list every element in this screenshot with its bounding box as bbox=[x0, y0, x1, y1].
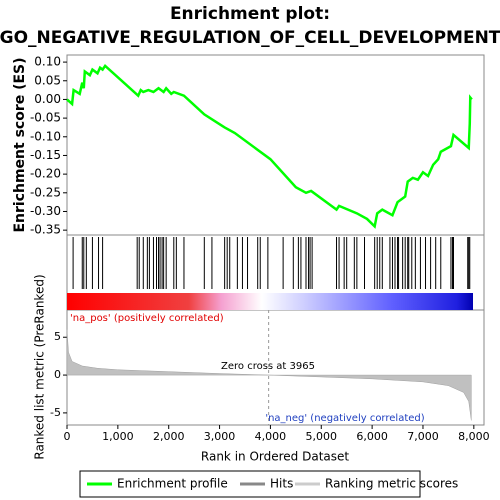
x-tick-label: 4,000 bbox=[255, 430, 287, 443]
y-tick-label: -0.30 bbox=[30, 204, 61, 218]
y-tick-label: -5 bbox=[50, 406, 61, 419]
y-tick-label: 0.00 bbox=[34, 92, 61, 106]
x-axis-label: Rank in Ordered Dataset bbox=[201, 450, 349, 464]
x-tick-label: 3,000 bbox=[204, 430, 236, 443]
x-tick-label: 2,000 bbox=[153, 430, 185, 443]
y-tick-label: -0.35 bbox=[30, 223, 61, 237]
metric-area bbox=[66, 329, 472, 421]
annotation: Zero cross at 3965 bbox=[221, 361, 315, 372]
y-tick-label: -0.25 bbox=[30, 185, 61, 199]
y-tick-label: -0.15 bbox=[30, 148, 61, 162]
chart-title: Enrichment plot: bbox=[170, 4, 330, 24]
x-tick-label: 1,000 bbox=[102, 430, 134, 443]
y-tick-label: -0.20 bbox=[30, 167, 61, 181]
x-tick-label: 8,000 bbox=[458, 430, 490, 443]
legend-label: Hits bbox=[270, 477, 293, 491]
y-tick-label: -0.05 bbox=[30, 111, 61, 125]
annotation: 'na_neg' (negatively correlated) bbox=[265, 413, 424, 424]
chart-subtitle: GO_NEGATIVE_REGULATION_OF_CELL_DEVELOPME… bbox=[0, 28, 500, 48]
y-tick-label: 0 bbox=[54, 368, 61, 381]
legend-label: Ranking metric scores bbox=[325, 477, 458, 491]
color-bar bbox=[67, 293, 473, 310]
y-axis-label: Ranked list metric (PreRanked) bbox=[33, 274, 47, 459]
enrichment-line bbox=[66, 63, 473, 229]
x-tick-label: 7,000 bbox=[407, 430, 439, 443]
y-tick-label: -0.10 bbox=[30, 129, 61, 143]
plot-frame bbox=[66, 54, 485, 426]
legend-label: Enrichment profile bbox=[117, 477, 228, 491]
y-tick-label: 0.10 bbox=[34, 55, 61, 69]
annotation: 'na_pos' (positively correlated) bbox=[70, 313, 224, 324]
y-axis-label: Enrichment score (ES) bbox=[12, 57, 28, 232]
y-tick-label: 5 bbox=[54, 330, 61, 343]
y-tick-label: 0.05 bbox=[34, 73, 61, 87]
x-tick-label: 6,000 bbox=[356, 430, 388, 443]
x-tick-label: 0 bbox=[64, 430, 71, 443]
x-tick-label: 5,000 bbox=[306, 430, 338, 443]
